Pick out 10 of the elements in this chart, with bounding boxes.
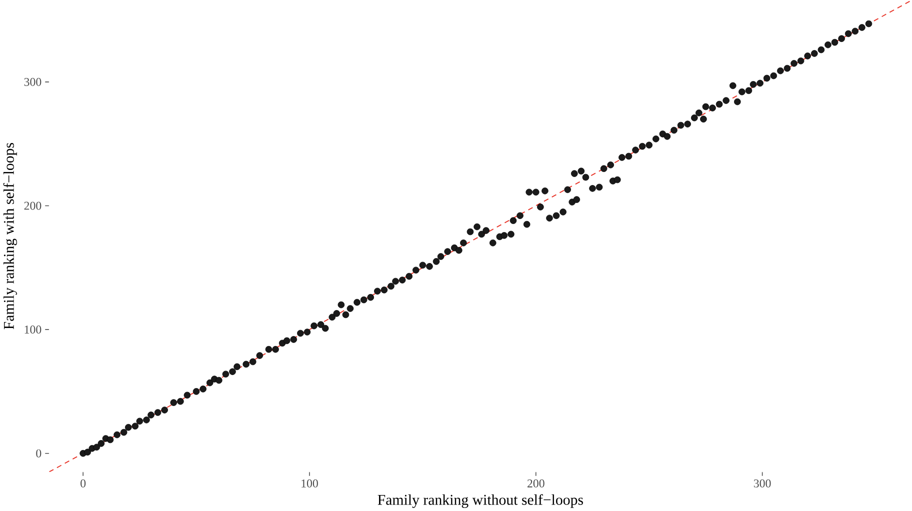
x-tick-label: 0 (80, 479, 86, 488)
y-tick-label: 100 (24, 325, 42, 334)
x-tick-label: 200 (528, 479, 544, 488)
y-axis-title: Family ranking with self−loops (3, 142, 17, 330)
y-tick-label: 0 (36, 449, 42, 458)
y-tick-label: 200 (24, 202, 42, 210)
x-tick-label: 100 (302, 479, 318, 488)
x-axis-title: Family ranking without self−loops (378, 494, 583, 508)
x-tick-label: 300 (754, 479, 771, 488)
y-tick-label: 300 (24, 78, 42, 86)
